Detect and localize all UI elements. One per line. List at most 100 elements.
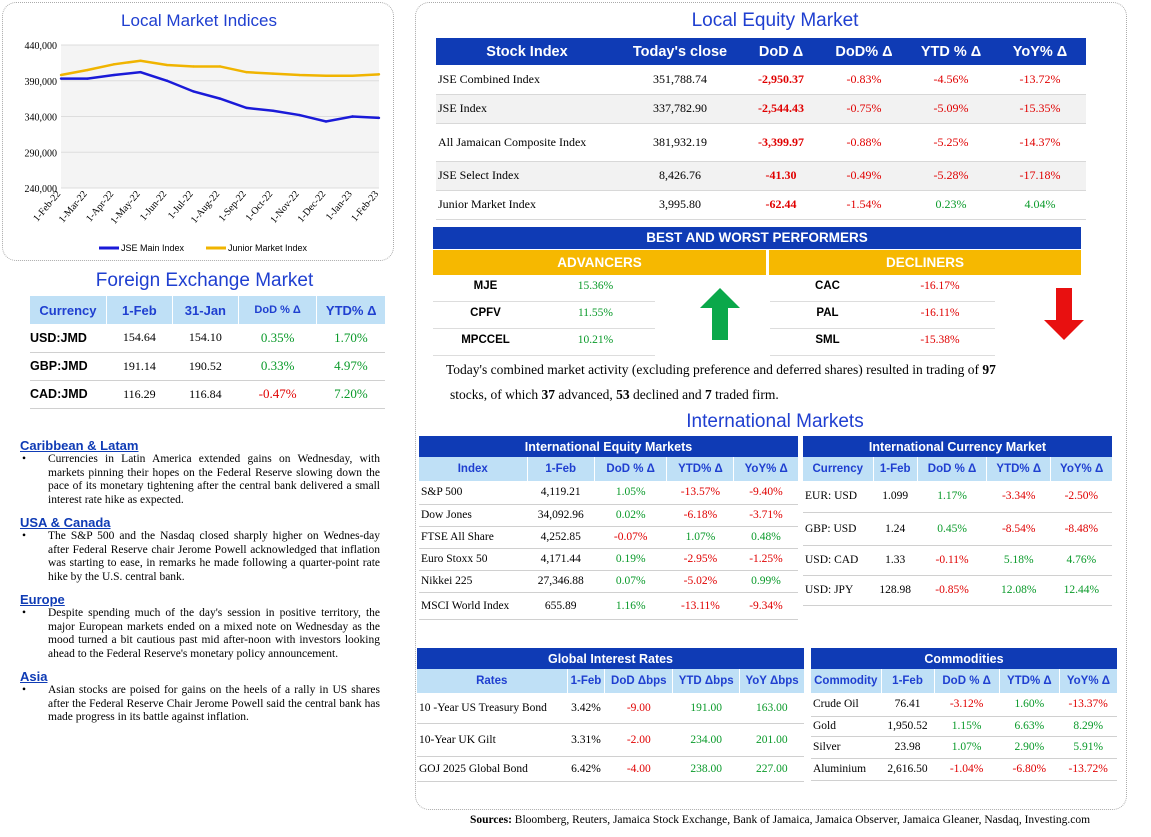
equity-ytd: -13.57%: [680, 486, 721, 499]
equity-yoy: -15.35%: [1019, 101, 1061, 115]
equity-ytd: -5.09%: [933, 101, 969, 115]
rates-header: Rates: [476, 675, 508, 687]
currency-name: USD: JPY: [805, 584, 854, 596]
rates-name: 10 -Year US Treasury Bond: [419, 701, 547, 714]
currency-name: GBP: USD: [805, 522, 857, 535]
currency-row: USD: JPY 128.98 -0.85% 12.08% 12.44%: [803, 575, 1112, 605]
equity-row: JSE Select Index 8,426.76 -41.30 -0.49% -5.2…: [436, 161, 1086, 190]
equity-header: YoY% Δ: [733, 457, 798, 481]
equity-value: 4,119.21: [540, 486, 581, 499]
currency-row: GBP: USD 1.24 0.45% -8.54% -8.48%: [803, 512, 1112, 545]
rates-row: 10 -Year US Treasury Bond 3.42% -9.00 191.0…: [417, 693, 804, 723]
rates-ytd: 191.00: [690, 701, 722, 714]
bullet-icon: •: [22, 684, 27, 696]
fx-dod: 0.33%: [260, 358, 295, 373]
equity-title: International Equity Markets: [524, 439, 693, 454]
data-point: [245, 106, 248, 110]
currency-value: 1.099: [882, 490, 909, 503]
data-point: [377, 116, 381, 120]
equity-ytd: -5.25%: [933, 134, 969, 149]
commodities-yoy: -13.72%: [1068, 763, 1108, 775]
equity-index-name: All Jamaican Composite Index: [438, 134, 587, 149]
equity-dod-pct: -0.88%: [846, 134, 882, 149]
equity-dod-pct: -0.83%: [846, 71, 882, 86]
commodities-name: Gold: [813, 720, 836, 732]
indices-chart-title: Local Market Indices: [121, 11, 277, 30]
x-tick-label: 1-Feb-23: [349, 189, 381, 224]
equity-dod: 0.19%: [615, 553, 646, 565]
equity-row: Nikkei 225 27,346.88 0.07% -5.02% 0.99%: [419, 570, 798, 592]
commodities-ytd: 2.90%: [1014, 741, 1045, 753]
currency-ytd: 12.08%: [1001, 584, 1037, 596]
equity-dod: -2,950.37: [758, 71, 804, 86]
equity-yoy: -13.72%: [1019, 71, 1061, 86]
rates-yoy: 201.00: [756, 733, 788, 746]
ticker: MJE: [473, 280, 498, 292]
commodities-name: Aluminium: [813, 763, 867, 775]
equity-header: 1-Feb: [526, 457, 595, 481]
decliners-list: CAC -16.17% PAL -16.11% SML -15.38%: [770, 275, 995, 356]
rates-name: GOJ 2025 Global Bond: [419, 762, 528, 775]
commodities-row: Silver 23.98 1.07% 2.90% 5.91%: [811, 736, 1117, 758]
equity-value: 4,252.85: [540, 531, 581, 543]
equity-close: 8,426.76: [659, 168, 701, 182]
advancers-label: ADVANCERS: [433, 250, 766, 275]
equity-dod: 0.02%: [615, 509, 646, 521]
currency-yoy: -8.48%: [1064, 522, 1099, 535]
equity-yoy: 0.48%: [751, 531, 781, 543]
y-tick-label: 440,000: [25, 41, 58, 52]
equity-value: 27,346.88: [537, 575, 584, 587]
rates-yoy: 227.00: [756, 762, 788, 775]
equity-ytd: -4.56%: [933, 71, 969, 86]
equity-row: S&P 500 4,119.21 1.05% -13.57% -9.40%: [419, 481, 798, 504]
fx-ytd: 7.20%: [334, 386, 368, 401]
decliner-row: SML -15.38%: [770, 329, 995, 356]
equity-row: All Jamaican Composite Index 381,932.19 -3…: [436, 123, 1086, 161]
fx-today: 116.29: [123, 386, 156, 401]
sources-line: Sources: Bloomberg, Reuters, Jamaica Sto…: [469, 814, 1091, 826]
fx-row: USD:JMD 154.64 154.10 0.35% 1.70%: [30, 324, 385, 352]
news-item: • Currencies in Latin America extended ga…: [22, 453, 380, 506]
equity-header: DoD % Δ: [593, 457, 667, 481]
fx-header: 31-Jan: [171, 296, 239, 324]
rates-value: 3.31%: [571, 733, 601, 746]
equity-dod: -0.07%: [613, 531, 648, 543]
currency-header: Currency: [812, 463, 864, 475]
commodities-header: 1-Feb: [880, 669, 935, 693]
rates-dod: -9.00: [626, 701, 651, 714]
data-point: [218, 97, 222, 100]
decliner-row: CAC -16.17%: [770, 275, 995, 302]
intl-currency-table: International Currency Market Currency 1-F…: [803, 436, 1112, 606]
x-tick-label: 1-Mar-22: [57, 189, 90, 225]
rates-dod: -2.00: [626, 733, 651, 746]
fx-dod: 0.35%: [260, 329, 295, 345]
equity-name: FTSE All Share: [421, 531, 494, 543]
ticker-change: 10.21%: [577, 334, 614, 346]
equity-yoy: -14.37%: [1019, 134, 1061, 149]
equity-header: DoD Δ: [758, 43, 804, 60]
rates-header: YoY Δbps: [739, 669, 804, 693]
y-tick-label: 390,000: [25, 77, 58, 88]
commodities-dod: -3.12%: [949, 698, 984, 711]
ticker: MPCCEL: [461, 334, 510, 346]
currency-ytd: 5.18%: [1003, 554, 1034, 566]
bullet-icon: •: [22, 530, 27, 542]
advancers-list: MJE 15.36% CPFV 11.55% MPCCEL 10.21%: [433, 275, 655, 356]
commodities-ytd: 6.63%: [1014, 720, 1045, 732]
commodities-value: 2,616.50: [887, 763, 928, 775]
news-item: • The S&P 500 and the Nasdaq closed sharp…: [22, 530, 380, 583]
data-point: [59, 77, 63, 80]
fx-dod: -0.47%: [258, 386, 297, 401]
equity-dod: -41.30: [765, 168, 797, 182]
equity-dod: 1.05%: [615, 486, 646, 499]
interest-rates-table: Global Interest Rates Rates 1-Feb DoD Δbps Y…: [417, 648, 804, 782]
advancer-row: MPCCEL 10.21%: [433, 329, 655, 356]
equity-ytd: -6.18%: [683, 509, 718, 521]
currency-value: 1.33: [885, 554, 906, 566]
data-point: [165, 63, 169, 67]
commodities-row: Gold 1,950.52 1.15% 6.63% 8.29%: [811, 716, 1117, 736]
equity-name: MSCI World Index: [421, 599, 510, 612]
equity-dod: -62.44: [765, 197, 797, 211]
data-point: [165, 79, 169, 82]
intl-equity-table: International Equity Markets Index 1-Feb Do…: [419, 436, 798, 620]
